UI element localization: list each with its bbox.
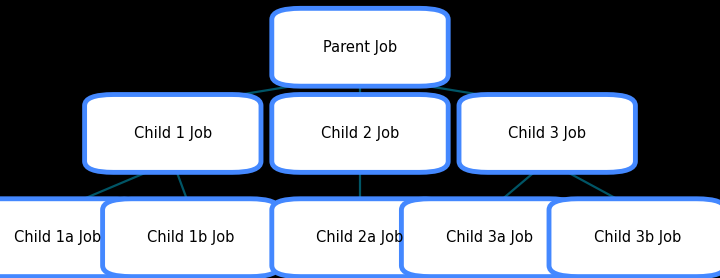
FancyBboxPatch shape <box>84 95 261 172</box>
FancyBboxPatch shape <box>102 199 279 277</box>
Text: Child 3a Job: Child 3a Job <box>446 230 533 245</box>
FancyBboxPatch shape <box>402 199 577 277</box>
FancyBboxPatch shape <box>272 95 448 172</box>
Text: Child 1b Job: Child 1b Job <box>147 230 235 245</box>
Text: Child 1 Job: Child 1 Job <box>134 126 212 141</box>
Text: Child 1a Job: Child 1a Job <box>14 230 102 245</box>
Text: Child 3 Job: Child 3 Job <box>508 126 586 141</box>
Text: Child 3b Job: Child 3b Job <box>593 230 681 245</box>
FancyBboxPatch shape <box>0 199 145 277</box>
FancyBboxPatch shape <box>272 8 448 86</box>
FancyBboxPatch shape <box>459 95 635 172</box>
Text: Child 2a Job: Child 2a Job <box>316 230 404 245</box>
Text: Parent Job: Parent Job <box>323 40 397 55</box>
Text: Child 2 Job: Child 2 Job <box>321 126 399 141</box>
FancyBboxPatch shape <box>272 199 448 277</box>
FancyBboxPatch shape <box>549 199 720 277</box>
